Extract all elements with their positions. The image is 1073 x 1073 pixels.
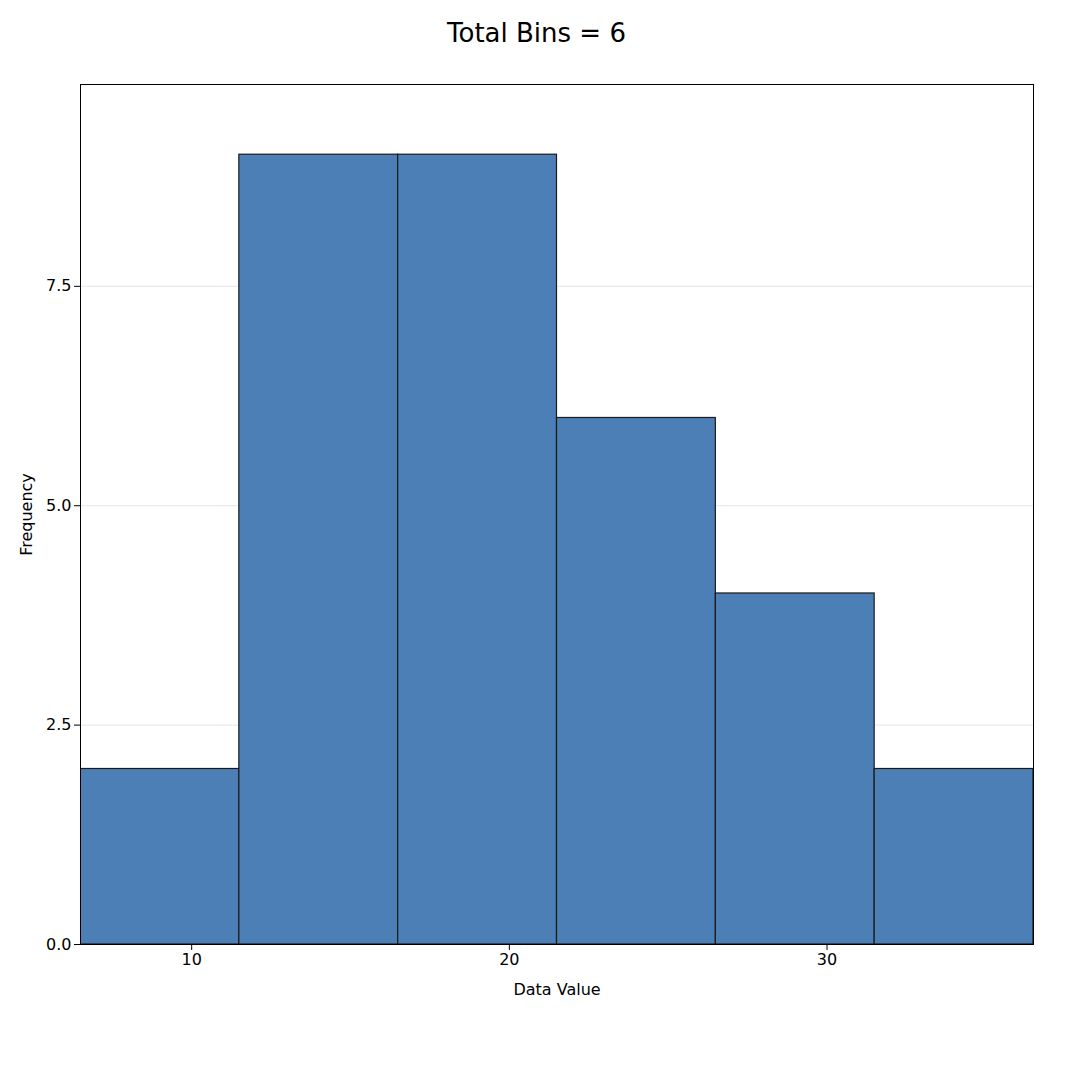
svg-text:30: 30 bbox=[817, 950, 837, 969]
svg-text:7.5: 7.5 bbox=[46, 276, 71, 295]
svg-text:5.0: 5.0 bbox=[46, 496, 71, 515]
html-text:Total Bins = 6: Total Bins = 6 bbox=[447, 18, 626, 48]
svg-text:20: 20 bbox=[499, 950, 519, 969]
svg-text:2.5: 2.5 bbox=[46, 715, 71, 734]
svg-text:Data Value: Data Value bbox=[513, 980, 600, 999]
svg-text:0.0: 0.0 bbox=[46, 935, 71, 954]
svg-text:Frequency: Frequency bbox=[17, 473, 36, 556]
svg-text:10: 10 bbox=[182, 950, 202, 969]
